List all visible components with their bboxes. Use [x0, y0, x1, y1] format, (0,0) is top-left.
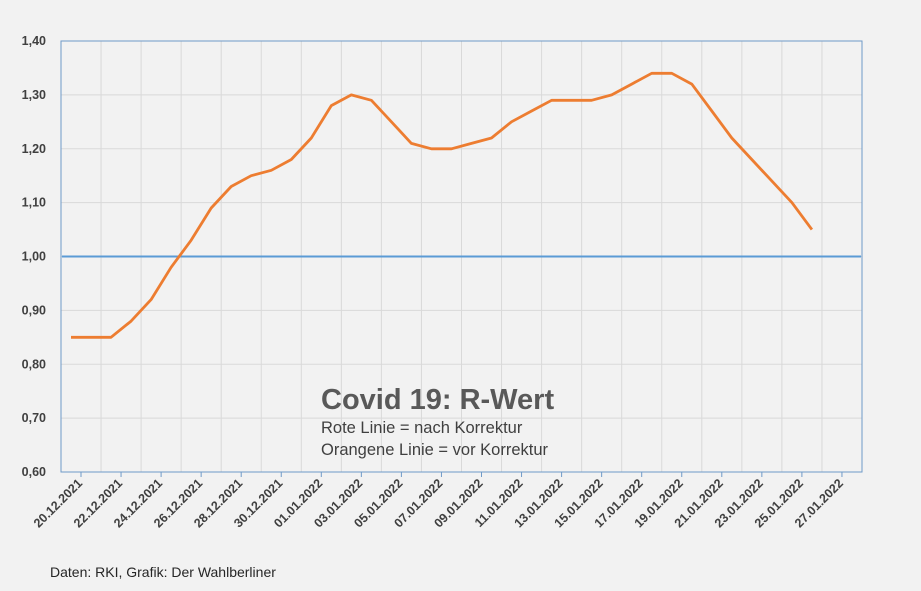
y-tick-label: 0,70 [22, 411, 46, 425]
y-tick-label: 1,20 [22, 142, 46, 156]
y-tick-label: 1,10 [22, 196, 46, 210]
y-tick-label: 1,00 [22, 250, 46, 264]
series-line-r-value [71, 71, 814, 339]
y-axis-ticks: 0,60 0,70 0,80 0,90 1,00 1,10 1,20 1,30 1,40 [22, 34, 46, 479]
series-lines [62, 71, 861, 339]
source-note: Daten: RKI, Grafik: Der Wahlberliner [50, 564, 276, 580]
y-tick-label: 0,80 [22, 357, 46, 371]
subtitle-line-1: Rote Linie = nach Korrektur [321, 419, 523, 437]
chart-title: Covid 19: R-Wert [321, 384, 554, 416]
y-tick-label: 1,30 [22, 88, 46, 102]
y-tick-label: 0,90 [22, 303, 46, 317]
subtitle-line-2: Orangene Linie = vor Korrektur [321, 441, 549, 459]
plot-area-border [60, 40, 863, 473]
y-tick-label: 1,40 [22, 34, 46, 48]
x-axis-ticks: 20.12.202122.12.202124.12.202126.12.2021… [31, 472, 846, 530]
y-tick-label: 0,60 [22, 465, 46, 479]
